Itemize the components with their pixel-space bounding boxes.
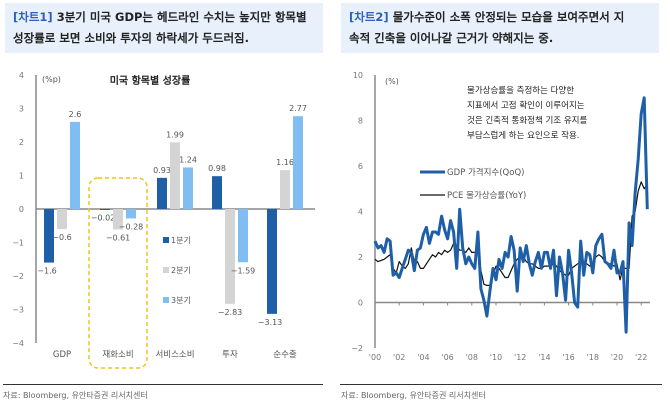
chart2-divider [340, 384, 662, 385]
x-tick-label: '18 [587, 353, 599, 362]
y-tick-label: −3 [12, 306, 24, 315]
y-tick-label: 4 [19, 71, 24, 80]
annotation-line: 지표에서 고점 확인이 이루어지는 [467, 100, 585, 111]
bar-2분기-순수출 [280, 170, 290, 209]
y-tick-label: 10 [353, 71, 363, 80]
data-label: 0.93 [153, 166, 171, 175]
annotation-line: 것은 긴축적 통화정책 기조 유지를 [467, 115, 587, 126]
x-tick-label: '16 [562, 353, 574, 362]
bar-2분기-GDP [57, 209, 67, 230]
y-tick-label: 1 [19, 172, 24, 181]
y-tick-label: 8 [358, 117, 363, 126]
data-label: −1.59 [231, 266, 256, 275]
x-tick-label: 순수출 [273, 349, 297, 360]
series-line-PCE 물가상승률(YoY) [374, 181, 648, 286]
chart2-tag: [차트2] [349, 10, 389, 24]
annotation-line: 부담스럽게 하는 요인으로 작용. [467, 130, 579, 141]
bar-3분기-서비스소비 [183, 167, 193, 209]
chart1-tag: [차트1] [13, 10, 53, 24]
bar-3분기-순수출 [293, 116, 303, 209]
bar-1분기-GDP [44, 209, 54, 263]
x-tick-label: '14 [538, 353, 550, 362]
chart2-title-line1: 물가수준이 소폭 안정되는 모습을 보여주면서 지 [388, 10, 625, 24]
y-tick-label: 2 [358, 253, 363, 262]
legend-label: 2분기 [171, 266, 191, 275]
bar-1분기-투자 [212, 176, 222, 209]
legend-label: GDP 가격지수(QoQ) [447, 167, 524, 178]
x-tick-label: '06 [441, 353, 453, 362]
y-tick-label: −1 [12, 239, 24, 248]
data-label: 2.6 [69, 110, 82, 119]
x-tick-label: '22 [635, 353, 647, 362]
x-tick-label: '10 [490, 353, 502, 362]
chart1-source: 자료: Bloomberg, 유안타증권 리서치센터 [3, 391, 148, 400]
chart2-title-line2: 속적 긴축을 이어나갈 근거가 약해지는 중. [349, 31, 554, 45]
bar-3분기-투자 [238, 209, 248, 263]
x-tick-label: '00 [369, 353, 381, 362]
y-tick-label: −4 [12, 339, 24, 348]
bar-1분기-서비스소비 [157, 177, 167, 209]
y-axis-unit: (%p) [42, 75, 61, 84]
annotation-line: 물가상승률을 측정하는 다양한 [467, 85, 574, 96]
x-tick-label: 서비스소비 [155, 350, 194, 360]
y-tick-label: 6 [358, 162, 363, 171]
x-tick-label: 재화소비 [102, 350, 133, 360]
x-tick-label: '04 [417, 353, 429, 362]
legend-label: 1분기 [171, 236, 191, 245]
y-tick-label: 3 [19, 105, 24, 114]
legend-swatch [163, 297, 169, 303]
x-tick-label: '02 [393, 353, 405, 362]
data-label: −1.6 [37, 267, 56, 276]
x-tick-label: GDP [53, 350, 71, 360]
legend-swatch [163, 267, 169, 273]
data-label: 1.24 [179, 155, 197, 164]
data-label: −0.61 [106, 233, 131, 242]
x-tick-label: '12 [514, 353, 526, 362]
chart1-title-line2: 성장률로 보면 소비와 투자의 하락세가 두드러짐. [13, 31, 249, 45]
chart2-line-chart: −2 0 2 4 6 8 10 '00 '02 '04 '06 '08 '10 '12 '14 '16 '18 '… [351, 71, 650, 362]
x-tick-label: '08 [466, 353, 478, 362]
y-tick-label: 4 [358, 208, 363, 217]
chart1-header: [차트1] 3분기 미국 GDP는 헤드라인 수치는 높지만 항목별 성장률로 … [5, 3, 323, 53]
chart1-title-line1: 3분기 미국 GDP는 헤드라인 수치는 높지만 항목별 [52, 10, 307, 24]
data-label: 0.98 [208, 164, 226, 173]
y-tick-label: 2 [19, 138, 24, 147]
y-tick-label: −2 [351, 344, 363, 353]
bar-1분기-재화소비 [100, 209, 110, 210]
chart2-header: [차트2] 물가수준이 소폭 안정되는 모습을 보여주면서 지 속적 긴축을 이… [341, 3, 659, 53]
data-label: −0.28 [119, 222, 144, 231]
y-tick-label: 0 [358, 299, 363, 308]
y-tick-label: −2 [12, 272, 24, 281]
chart2-source: 자료: Bloomberg, 유안타증권 리서치센터 [341, 391, 486, 400]
bar-2분기-투자 [225, 209, 235, 304]
legend-label: 3분기 [171, 296, 191, 305]
chart1-divider [3, 384, 323, 385]
data-label: −0.02 [91, 214, 116, 223]
chart-title: 미국 항목별 성장률 [110, 74, 191, 87]
chart1-bar-chart: −4 −3 −2 −1 0 1 2 3 4 (%p) 미국 항목별 성장률 −1.6 −0.02 0.93… [12, 71, 315, 369]
data-label: 2.77 [289, 104, 307, 113]
data-label: −0.6 [52, 233, 71, 242]
y-axis-unit: (%) [385, 77, 399, 86]
bar-1분기-순수출 [267, 209, 277, 314]
x-tick-label: '20 [611, 353, 623, 362]
x-tick-label: 투자 [222, 350, 238, 360]
legend-swatch [163, 237, 169, 243]
bar-2분기-서비스소비 [170, 142, 180, 209]
data-label: 1.99 [166, 130, 184, 139]
data-label: −3.13 [258, 318, 283, 327]
data-label: −2.83 [218, 308, 243, 317]
bar-3분기-GDP [70, 121, 80, 209]
series-line-GDP 가격지수(QoQ) [373, 96, 649, 334]
legend-label: PCE 물가상승률(YoY) [447, 190, 526, 201]
y-tick-label: 0 [19, 205, 24, 214]
bar-3분기-재화소비 [126, 209, 136, 219]
bar-2분기-재화소비 [113, 209, 123, 230]
data-label: 1.16 [276, 158, 294, 167]
highlight-box [88, 177, 148, 369]
